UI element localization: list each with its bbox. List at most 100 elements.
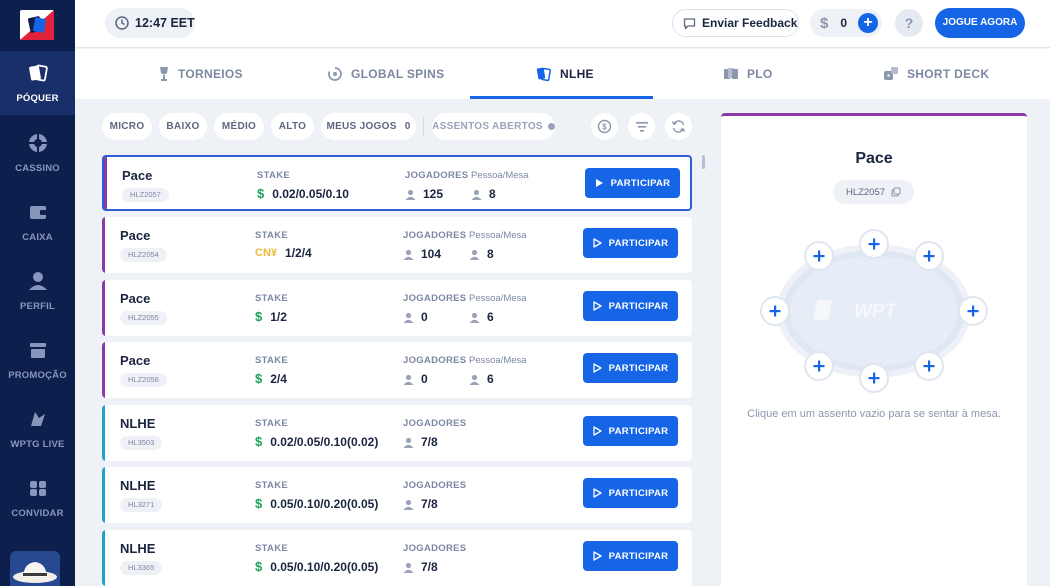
sidebar-item-caixa[interactable]: CAIXA	[0, 190, 75, 254]
person-icon	[469, 249, 480, 260]
stake-label: STAKE	[257, 170, 290, 181]
sidebar-item-poquer[interactable]: PÓQUER	[0, 51, 75, 115]
feedback-button[interactable]: Enviar Feedback	[672, 9, 799, 37]
empty-seat-button[interactable]	[859, 363, 889, 393]
row-code: HL3271	[120, 498, 163, 512]
join-button[interactable]: PARTICIPAR	[583, 291, 678, 321]
players-label: JOGADORES	[403, 293, 467, 304]
tab-label: TORNEIOS	[178, 67, 243, 81]
filter-baixo[interactable]: BAIXO	[159, 113, 207, 140]
currency-icon: $	[255, 496, 263, 511]
filter-lines-icon	[635, 121, 648, 132]
filter-micro[interactable]: MICRO	[102, 113, 152, 140]
add-funds-button[interactable]: +	[858, 13, 878, 33]
tab-short-deck[interactable]: SHORT DECK	[883, 49, 989, 99]
join-button[interactable]: PARTICIPAR	[583, 353, 678, 383]
tab-global-spins[interactable]: GLOBAL SPINS	[327, 49, 444, 99]
join-label: PARTICIPAR	[610, 177, 671, 189]
join-label: PARTICIPAR	[608, 487, 669, 499]
person-icon	[403, 499, 414, 510]
players-label: JOGADORES	[403, 230, 467, 241]
toggle-dot-icon	[547, 123, 555, 130]
empty-seat-button[interactable]	[804, 351, 834, 381]
tab-label: GLOBAL SPINS	[351, 67, 445, 81]
avatar[interactable]	[10, 551, 60, 586]
cowboy-hat-icon	[13, 562, 57, 583]
stake-value: $0.02/0.05/0.10	[257, 186, 349, 201]
clock-time: 12:47 EET	[135, 16, 195, 30]
table-row[interactable]: NLHE HL3271 STAKE $0.05/0.10/0.20(0.05) JOGA…	[102, 467, 692, 523]
join-label: PARTICIPAR	[608, 300, 669, 312]
filter-medio[interactable]: MÉDIO	[214, 113, 264, 140]
filter-my-games[interactable]: MEUS JOGOS 0	[321, 113, 416, 140]
table-row[interactable]: NLHE HL3365 STAKE $0.05/0.10/0.20(0.05) JOGA…	[102, 530, 692, 586]
tab-torneios[interactable]: TORNEIOS	[158, 49, 243, 99]
row-name: NLHE	[120, 416, 156, 431]
panel-code-badge[interactable]: HLZ2057	[833, 180, 914, 204]
filter-alto[interactable]: ALTO	[271, 113, 314, 140]
sidebar-item-label: PÓQUER	[16, 93, 59, 104]
panel-title: Pace	[855, 150, 893, 167]
join-label: PARTICIPAR	[608, 550, 669, 562]
table-preview-panel: Pace HLZ2057 WPT Clique em um assento va…	[721, 113, 1027, 586]
sidebar-item-cassino[interactable]: CASSINO	[0, 121, 75, 185]
per-table-count: 8	[489, 187, 496, 201]
person-icon	[403, 249, 414, 260]
sidebar-item-promocao[interactable]: PROMOÇÃO	[0, 328, 75, 392]
per-table-label: Pessoa/Mesa	[469, 293, 527, 304]
person-icon	[403, 312, 414, 323]
person-icon	[471, 189, 482, 200]
balance: $ 0 +	[810, 9, 882, 37]
empty-seat-button[interactable]	[958, 296, 988, 326]
filter-open-seats[interactable]: ASSENTOS ABERTOS	[432, 113, 555, 140]
stake-label: STAKE	[255, 230, 288, 241]
cards-icon	[724, 68, 738, 79]
players-count: 0	[421, 372, 428, 386]
refresh-button[interactable]	[665, 113, 692, 140]
empty-seat-button[interactable]	[804, 241, 834, 271]
currency-filter-button[interactable]: $	[591, 113, 618, 140]
players-count: 104	[421, 247, 442, 261]
table-row[interactable]: Pace HLZ2057 STAKE $0.02/0.05/0.10 JOGADORES…	[102, 155, 692, 211]
list-scrollbar[interactable]	[702, 155, 705, 169]
row-name: Pace	[120, 291, 151, 306]
row-accent	[102, 530, 105, 586]
sidebar-item-convidar[interactable]: CONVIDAR	[0, 466, 75, 530]
sort-filter-button[interactable]	[628, 113, 655, 140]
sidebar-item-label: CAIXA	[22, 232, 53, 243]
join-button[interactable]: PARTICIPAR	[585, 168, 680, 198]
tab-nlhe[interactable]: NLHE	[536, 49, 594, 99]
tab-plo[interactable]: PLO	[723, 49, 773, 99]
stake-value: $0.02/0.05/0.10(0.02)	[255, 434, 378, 449]
empty-seat-button[interactable]	[760, 296, 790, 326]
cards-icon	[536, 67, 551, 82]
sidebar-item-wptg-live[interactable]: WPTG LIVE	[0, 397, 75, 461]
per-table-label: Pessoa/Mesa	[471, 170, 529, 181]
table-row[interactable]: Pace HLZ2054 STAKE CN¥ 1/2/4 JOGADORES 104 Pess…	[102, 217, 692, 273]
join-button[interactable]: PARTICIPAR	[583, 228, 678, 258]
clock: 12:47 EET	[105, 8, 195, 38]
sidebar-item-perfil[interactable]: PERFIL	[0, 259, 75, 323]
table-row[interactable]: Pace HLZ2055 STAKE $1/2 JOGADORES 0 Pessoa/Mes…	[102, 280, 692, 336]
empty-seat-button[interactable]	[914, 351, 944, 381]
stake-amount: 1/2	[270, 309, 287, 324]
play-now-button[interactable]: JOGUE AGORA	[935, 8, 1025, 38]
join-button[interactable]: PARTICIPAR	[583, 541, 678, 571]
row-name: Pace	[120, 228, 151, 243]
active-tab-indicator	[470, 96, 653, 99]
sidebar-item-label: CONVIDAR	[11, 508, 64, 519]
help-button[interactable]: ?	[895, 9, 923, 37]
join-button[interactable]: PARTICIPAR	[583, 478, 678, 508]
per-table-value: 8	[471, 187, 496, 201]
row-code: HLZ2054	[120, 248, 167, 262]
join-button[interactable]: PARTICIPAR	[583, 416, 678, 446]
sidebar-item-label: WPTG LIVE	[10, 439, 65, 450]
table-row[interactable]: NLHE HL3503 STAKE $0.02/0.05/0.10(0.02) JOGA…	[102, 405, 692, 461]
players-value: 125	[405, 187, 443, 201]
wpt-logo[interactable]	[16, 8, 58, 42]
empty-seat-button[interactable]	[914, 241, 944, 271]
empty-seat-button[interactable]	[859, 229, 889, 259]
table-row[interactable]: Pace HLZ2056 STAKE $2/4 JOGADORES 0 Pessoa/Mes…	[102, 342, 692, 398]
players-value: 104	[403, 247, 441, 261]
row-accent	[102, 405, 105, 461]
